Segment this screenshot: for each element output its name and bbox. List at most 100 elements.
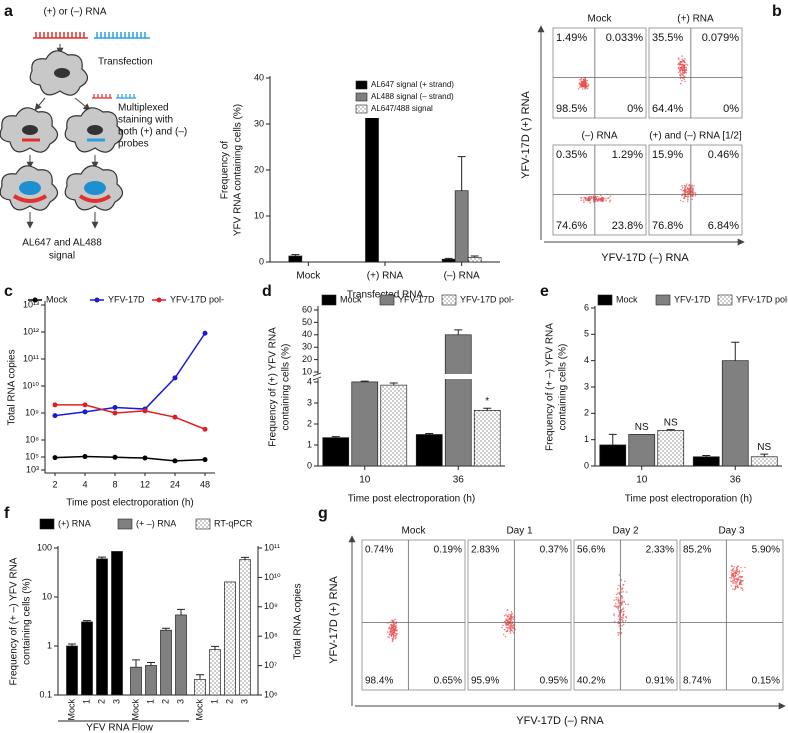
event-dot xyxy=(627,603,630,606)
event-dot xyxy=(615,598,618,601)
event-dot xyxy=(510,610,513,613)
nucleus xyxy=(54,68,70,78)
annotation: * xyxy=(485,396,489,407)
event-dot xyxy=(393,633,395,636)
legend-swatch xyxy=(655,294,671,306)
bar xyxy=(721,360,749,467)
y-tick-label: 2 xyxy=(307,418,312,428)
plot-frame xyxy=(648,144,743,236)
event-dot xyxy=(684,191,687,194)
quadrant-value: 0.37% xyxy=(540,545,568,556)
panel-letter: g xyxy=(318,505,328,522)
event-dot xyxy=(682,65,685,67)
event-dot xyxy=(677,71,680,74)
event-dot xyxy=(617,592,619,595)
event-dot xyxy=(503,614,506,617)
event-dot xyxy=(510,617,512,620)
error-bar xyxy=(454,329,463,335)
plot-title: Day 1 xyxy=(506,526,533,537)
event-dot xyxy=(744,566,746,569)
event-dot xyxy=(613,599,615,601)
plus-strand xyxy=(33,32,88,39)
point xyxy=(202,330,208,336)
diagram-label: probes xyxy=(118,139,149,150)
event-dot xyxy=(740,581,742,583)
event-dot xyxy=(684,58,686,60)
event-dot xyxy=(735,581,738,584)
event-dot xyxy=(684,195,687,198)
legend-label: RT-qPCR xyxy=(214,518,253,528)
plot-title: Day 2 xyxy=(612,526,639,537)
y-tick-label: 10⁷ xyxy=(264,660,277,670)
y-tick-label: 10¹³ xyxy=(23,299,39,309)
event-dot xyxy=(622,623,625,626)
event-dot xyxy=(393,623,395,626)
event-dot xyxy=(691,187,693,190)
event-dot xyxy=(682,69,685,72)
event-dot xyxy=(613,613,615,615)
y-axis-label: Frequency of (+ –) YFV RNA xyxy=(9,557,20,685)
quadrant-value: 98.5% xyxy=(556,103,587,115)
x-tick-label: 1 xyxy=(81,699,91,704)
quadrant-value: 0.46% xyxy=(708,149,739,161)
y-tick-label: 10⁹ xyxy=(264,601,278,611)
plot-frame xyxy=(552,144,647,236)
stain xyxy=(12,194,48,203)
bar xyxy=(415,434,443,467)
event-dot xyxy=(582,85,585,87)
bar xyxy=(194,679,206,696)
event-dot xyxy=(621,597,623,600)
y-tick-label: 60 xyxy=(302,304,312,314)
x-axis-label: YFV-17D (–) RNA xyxy=(601,252,689,264)
x-tick-label: 48 xyxy=(200,479,210,489)
x-tick-label: Mock xyxy=(194,699,204,721)
x-tick-label: 2 xyxy=(52,479,57,489)
axis xyxy=(57,546,259,696)
event-dot xyxy=(511,616,514,618)
bar xyxy=(628,434,656,467)
event-dot xyxy=(622,584,624,586)
event-dot xyxy=(599,198,601,201)
error-bar xyxy=(760,453,769,457)
quadrant-value: 0.74% xyxy=(365,545,393,556)
event-dot xyxy=(588,199,590,202)
event-dot xyxy=(625,615,627,618)
event-dot xyxy=(679,199,682,202)
legend-label: Mock xyxy=(616,294,638,304)
event-dot xyxy=(509,629,512,632)
event-dot xyxy=(678,66,680,69)
event-dot xyxy=(508,618,511,621)
event-dot xyxy=(622,590,624,593)
event-dot xyxy=(584,86,587,88)
event-dot xyxy=(505,624,507,626)
error-bar xyxy=(98,556,106,559)
event-dot xyxy=(729,580,732,583)
point xyxy=(202,426,208,432)
quadrant-value: 6.84% xyxy=(708,220,739,232)
point xyxy=(112,454,118,460)
point xyxy=(112,404,118,410)
event-dot xyxy=(687,195,689,198)
event-dot xyxy=(394,618,396,621)
legend-swatch xyxy=(441,294,457,306)
event-dot xyxy=(394,629,396,631)
event-dot xyxy=(394,632,396,634)
plot-frame xyxy=(467,539,572,691)
legend-marker xyxy=(156,297,162,303)
event-dot xyxy=(624,619,627,622)
event-dot xyxy=(582,88,584,90)
event-dot xyxy=(586,197,589,200)
y-tick-label: 2 xyxy=(584,408,589,418)
event-dot xyxy=(620,609,623,611)
event-dot xyxy=(511,630,514,632)
event-dot xyxy=(733,578,736,581)
event-dot xyxy=(618,602,620,605)
event-dot xyxy=(679,72,682,74)
plot-frame xyxy=(648,27,743,119)
event-dot xyxy=(620,604,623,606)
x-tick-label: 8 xyxy=(112,479,117,489)
event-dot xyxy=(730,569,733,572)
event-dot xyxy=(621,588,623,591)
y-tick-label: 10³ xyxy=(26,464,39,474)
y-tick-label: 0 xyxy=(259,256,264,266)
